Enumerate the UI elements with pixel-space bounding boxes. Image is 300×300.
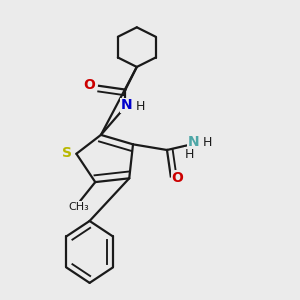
Text: H: H [203, 136, 212, 148]
Text: CH₃: CH₃ [68, 202, 89, 212]
Text: O: O [172, 171, 184, 185]
Text: H: H [136, 100, 145, 113]
Text: N: N [121, 98, 132, 112]
Text: S: S [62, 146, 72, 160]
Text: H: H [185, 148, 194, 161]
Text: O: O [83, 78, 95, 92]
Text: N: N [188, 135, 199, 149]
